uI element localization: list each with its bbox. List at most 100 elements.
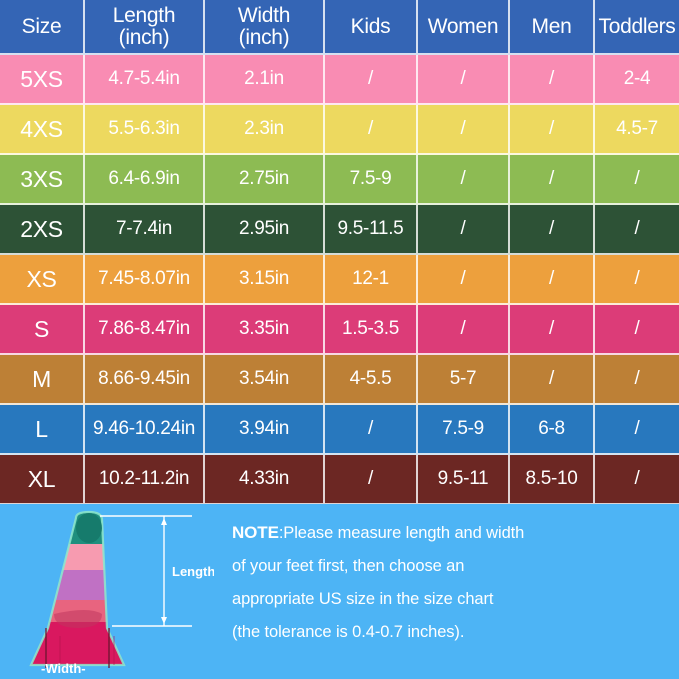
cell-length: 8.66-9.45in	[85, 355, 205, 405]
cell-kids: 7.5-9	[325, 155, 418, 205]
cell-men: 8.5-10	[510, 455, 595, 505]
cell-width: 3.15in	[205, 255, 325, 305]
cell-men: /	[510, 105, 595, 155]
swim-fin-icon: Length -Width-	[29, 510, 214, 676]
column-header-men: Men	[510, 0, 595, 55]
cell-length: 7.86-8.47in	[85, 305, 205, 355]
cell-kids: 9.5-11.5	[325, 205, 418, 255]
length-arrow-down	[161, 617, 167, 624]
cell-width: 2.1in	[205, 55, 325, 105]
cell-size: 5XS	[0, 55, 85, 105]
cell-toddlers: /	[595, 155, 679, 205]
cell-size: M	[0, 355, 85, 405]
header-label-kids: Kids	[350, 14, 391, 38]
cell-men: /	[510, 355, 595, 405]
cell-toddlers: /	[595, 455, 679, 505]
column-header-women: Women	[418, 0, 510, 55]
cell-men: 6-8	[510, 405, 595, 455]
column-header-width: Width (inch)	[205, 0, 325, 55]
header-label-women: Women	[427, 14, 499, 38]
cell-length: 6.4-6.9in	[85, 155, 205, 205]
width-label: -Width-	[41, 661, 86, 676]
header-label-size: Size	[21, 14, 62, 38]
cell-women: /	[418, 305, 510, 355]
cell-women: 5-7	[418, 355, 510, 405]
cell-women: 7.5-9	[418, 405, 510, 455]
header-label-men: Men	[531, 14, 572, 38]
cell-length: 7.45-8.07in	[85, 255, 205, 305]
cell-women: /	[418, 255, 510, 305]
header-label-width: Width	[237, 4, 291, 28]
note-text-block: NOTE:Please measure length and width of …	[232, 516, 672, 649]
table-row: 5XS 4.7-5.4in 2.1in / / / 2-4	[0, 55, 679, 105]
cell-size: 4XS	[0, 105, 85, 155]
cell-kids: 12-1	[325, 255, 418, 305]
cell-width: 2.75in	[205, 155, 325, 205]
cell-size: XL	[0, 455, 85, 505]
table-row: S 7.86-8.47in 3.35in 1.5-3.5 / / /	[0, 305, 679, 355]
cell-width: 4.33in	[205, 455, 325, 505]
cell-size: XS	[0, 255, 85, 305]
cell-width: 3.35in	[205, 305, 325, 355]
table-body: 5XS 4.7-5.4in 2.1in / / / 2-4 4XS 5.5-6.…	[0, 55, 679, 505]
fin-toe-opening	[76, 513, 102, 543]
table-row: L 9.46-10.24in 3.94in / 7.5-9 6-8 /	[0, 405, 679, 455]
cell-toddlers: /	[595, 405, 679, 455]
cell-toddlers: /	[595, 205, 679, 255]
cell-width: 3.94in	[205, 405, 325, 455]
cell-kids: /	[325, 55, 418, 105]
note-line-2: of your feet first, then choose an	[232, 557, 465, 575]
table-row: 2XS 7-7.4in 2.95in 9.5-11.5 / / /	[0, 205, 679, 255]
header-label-length: Length	[112, 4, 176, 28]
cell-men: /	[510, 255, 595, 305]
table-header: Size Length (inch) Width (inch) Kids Wom…	[0, 0, 679, 55]
fin-outline	[29, 510, 126, 667]
note-line-3: appropriate US size in the size chart	[232, 590, 494, 608]
cell-length: 7-7.4in	[85, 205, 205, 255]
cell-kids: 1.5-3.5	[325, 305, 418, 355]
table-row: XS 7.45-8.07in 3.15in 12-1 / / /	[0, 255, 679, 305]
cell-width: 2.95in	[205, 205, 325, 255]
cell-length: 9.46-10.24in	[85, 405, 205, 455]
header-sublabel-length: (inch)	[118, 25, 170, 49]
table-row: 3XS 6.4-6.9in 2.75in 7.5-9 / / /	[0, 155, 679, 205]
cell-kids: 4-5.5	[325, 355, 418, 405]
note-line-1: NOTE:Please measure length and width	[232, 516, 672, 550]
size-chart-table: Size Length (inch) Width (inch) Kids Wom…	[0, 0, 679, 505]
column-header-length: Length (inch)	[85, 0, 205, 55]
table-row: XL 10.2-11.2in 4.33in / 9.5-11 8.5-10 /	[0, 455, 679, 505]
cell-toddlers: /	[595, 305, 679, 355]
length-label: Length	[172, 564, 214, 579]
column-header-size: Size	[0, 0, 85, 55]
cell-toddlers: 2-4	[595, 55, 679, 105]
cell-toddlers: /	[595, 355, 679, 405]
cell-men: /	[510, 155, 595, 205]
cell-kids: /	[325, 105, 418, 155]
column-header-kids: Kids	[325, 0, 418, 55]
cell-men: /	[510, 305, 595, 355]
length-arrow-up	[161, 518, 167, 525]
cell-length: 4.7-5.4in	[85, 55, 205, 105]
cell-toddlers: /	[595, 255, 679, 305]
fin-heel-arch	[54, 610, 102, 628]
cell-size: L	[0, 405, 85, 455]
note-line-4: (the tolerance is 0.4-0.7 inches).	[232, 623, 465, 641]
cell-toddlers: 4.5-7	[595, 105, 679, 155]
note-panel: Length -Width- NOTE:Please measure lengt…	[0, 504, 679, 679]
cell-women: 9.5-11	[418, 455, 510, 505]
cell-size: 3XS	[0, 155, 85, 205]
table-row: 4XS 5.5-6.3in 2.3in / / / 4.5-7	[0, 105, 679, 155]
cell-men: /	[510, 205, 595, 255]
header-label-toddlers: Toddlers	[598, 14, 676, 38]
cell-length: 10.2-11.2in	[85, 455, 205, 505]
cell-women: /	[418, 105, 510, 155]
column-header-toddlers: Toddlers	[595, 0, 679, 55]
cell-kids: /	[325, 405, 418, 455]
swim-fin-diagram: Length -Width-	[14, 510, 214, 678]
cell-size: S	[0, 305, 85, 355]
table-row: M 8.66-9.45in 3.54in 4-5.5 5-7 / /	[0, 355, 679, 405]
note-line-1-text: :Please measure length and width	[278, 524, 525, 542]
cell-length: 5.5-6.3in	[85, 105, 205, 155]
header-row: Size Length (inch) Width (inch) Kids Wom…	[0, 0, 679, 55]
